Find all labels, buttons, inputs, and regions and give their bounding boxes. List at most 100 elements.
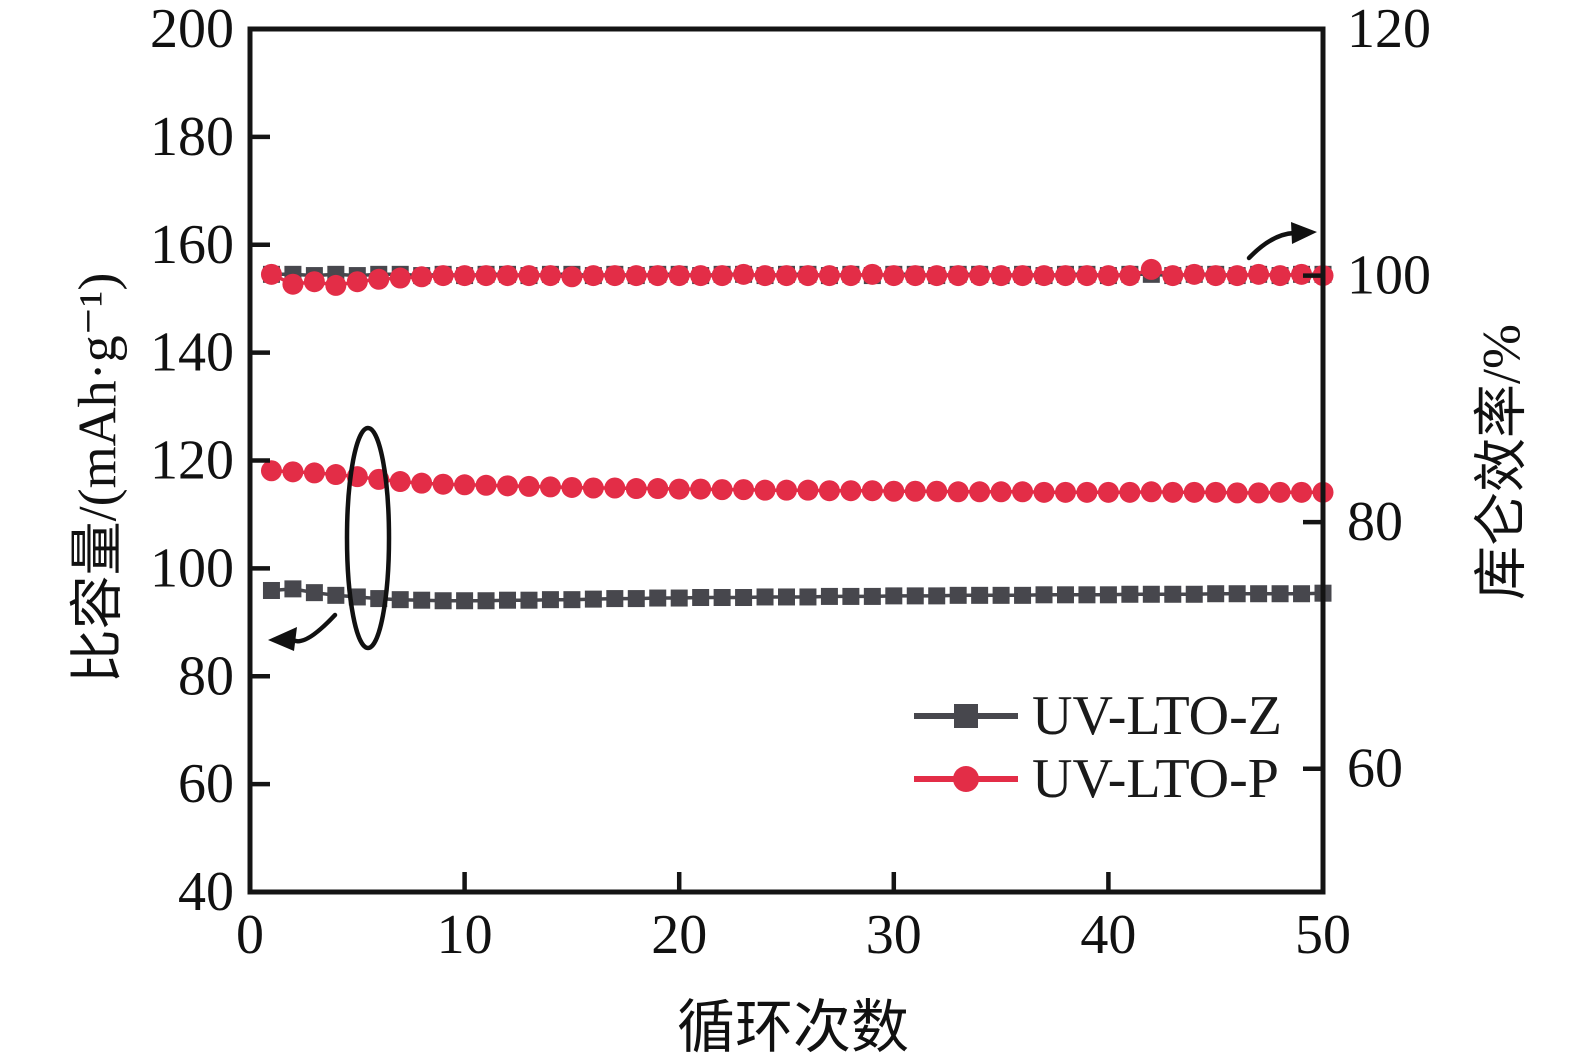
annotations-layer <box>268 222 1317 651</box>
marker-circle-series-3 <box>797 265 819 287</box>
y-right-tick-label: 100 <box>1347 245 1431 307</box>
marker-circle-series-3 <box>861 263 883 285</box>
right-axis-arrow-head <box>1291 222 1317 244</box>
axes-frame-layer <box>247 26 1326 895</box>
marker-circle-series-1 <box>604 477 626 499</box>
marker-circle-series-3 <box>1162 265 1184 287</box>
left-y-axis-title: 比容量/(mAh·g⁻¹) <box>67 272 128 684</box>
marker-square-series-0 <box>499 591 517 609</box>
marker-circle-series-1 <box>647 478 669 500</box>
marker-circle-series-1 <box>625 478 647 500</box>
marker-circle-series-3 <box>840 265 862 287</box>
y-left-tick-label: 140 <box>150 322 234 384</box>
marker-square-series-0 <box>949 586 967 604</box>
marker-circle-series-1 <box>818 480 840 502</box>
marker-circle-series-1 <box>325 464 347 486</box>
marker-square-series-0 <box>1099 586 1117 604</box>
marker-square-series-0 <box>735 589 753 607</box>
marker-circle-series-1 <box>754 479 776 501</box>
marker-circle-series-3 <box>647 265 669 287</box>
marker-circle-series-1 <box>1248 482 1270 504</box>
y-left-tick-label: 40 <box>178 861 234 923</box>
marker-square-series-0 <box>1121 585 1139 603</box>
marker-square-series-0 <box>906 587 924 605</box>
marker-square-series-0 <box>1228 585 1246 603</box>
marker-square-series-0 <box>863 587 881 605</box>
x-tick-label: 30 <box>866 904 922 966</box>
marker-circle-series-1 <box>840 480 862 502</box>
marker-circle-series-3 <box>668 265 690 287</box>
marker-square-series-0 <box>1035 586 1053 604</box>
marker-circle-series-1 <box>582 477 604 499</box>
marker-circle-series-1 <box>1076 481 1098 503</box>
marker-square-series-0 <box>348 588 366 606</box>
marker-square-series-0 <box>627 590 645 608</box>
marker-circle-series-1 <box>1054 481 1076 503</box>
y-left-tick-label: 100 <box>150 537 234 599</box>
marker-square-series-0 <box>413 591 431 609</box>
marker-circle-series-1 <box>711 479 733 501</box>
legend-label: UV-LTO-Z <box>1032 684 1282 747</box>
marker-circle-series-1 <box>539 476 561 498</box>
marker-circle-series-3 <box>754 265 776 287</box>
marker-circle-series-3 <box>711 265 733 287</box>
marker-square-series-0 <box>1207 585 1225 603</box>
marker-circle-series-1 <box>904 480 926 502</box>
x-axis-title: 循环次数 <box>676 995 910 1060</box>
y-right-tick-label: 60 <box>1347 738 1403 800</box>
highlight-ellipse-annotation <box>344 425 392 651</box>
marker-square-series-0 <box>928 587 946 605</box>
y-right-tick-label: 80 <box>1347 491 1403 553</box>
y-left-tick-label: 120 <box>150 430 234 492</box>
marker-square-series-0 <box>1293 585 1311 603</box>
marker-circle-series-1 <box>926 480 948 502</box>
marker-square-series-0 <box>584 590 602 608</box>
marker-circle-series-3 <box>1012 265 1034 287</box>
marker-square-series-0 <box>971 586 989 604</box>
marker-circle-series-3 <box>1033 265 1055 287</box>
left-axis-arrow-head <box>268 627 297 651</box>
marker-circle-series-3 <box>1183 263 1205 285</box>
marker-circle-series-1 <box>475 474 497 496</box>
marker-circle-series-3 <box>582 265 604 287</box>
marker-circle-series-3 <box>690 265 712 287</box>
marker-circle-series-1 <box>432 473 454 495</box>
marker-square-series-0 <box>1078 586 1096 604</box>
marker-square-series-0 <box>305 584 323 602</box>
marker-circle-series-3 <box>1076 265 1098 287</box>
marker-circle-series-3 <box>1119 265 1141 287</box>
marker-square-series-0 <box>606 590 624 608</box>
marker-circle-series-3 <box>260 263 282 285</box>
marker-circle-series-3 <box>454 265 476 287</box>
marker-circle-series-1 <box>1119 481 1141 503</box>
marker-circle-series-1 <box>883 480 905 502</box>
legend-label: UV-LTO-P <box>1032 747 1279 810</box>
marker-circle-series-1 <box>990 481 1012 503</box>
x-tick-label: 0 <box>236 904 264 966</box>
marker-circle-series-1 <box>282 461 304 483</box>
marker-square-series-0 <box>477 592 495 610</box>
marker-circle-series-1 <box>454 474 476 496</box>
marker-circle-series-1 <box>797 479 819 501</box>
marker-square-series-0 <box>563 591 581 609</box>
marker-circle-series-3 <box>776 265 797 287</box>
marker-square-series-0 <box>992 586 1010 604</box>
marker-circle-series-1 <box>969 481 991 503</box>
marker-square-series-0 <box>327 586 345 604</box>
marker-square-series-0 <box>692 589 710 607</box>
marker-square-series-0 <box>541 591 559 609</box>
marker-circle-series-3 <box>282 273 304 295</box>
marker-circle-series-1 <box>1012 481 1034 503</box>
marker-square-series-0 <box>799 588 817 606</box>
marker-circle-series-1 <box>776 479 797 501</box>
marker-circle-series-1 <box>561 476 583 498</box>
marker-circle-series-1 <box>1033 481 1055 503</box>
marker-square-series-0 <box>1142 585 1160 603</box>
y-left-tick-label: 80 <box>178 645 234 707</box>
marker-circle-series-1 <box>411 472 433 494</box>
marker-circle-series-1 <box>668 478 690 500</box>
marker-square-series-0 <box>670 589 688 607</box>
marker-circle-series-3 <box>604 265 626 287</box>
marker-circle-series-1 <box>1183 481 1205 503</box>
